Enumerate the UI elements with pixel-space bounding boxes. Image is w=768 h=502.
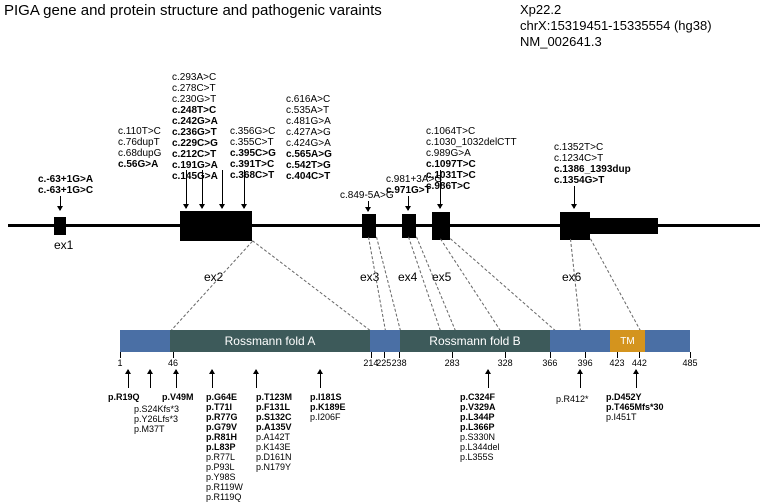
- protein-variant-list: p.I181Sp.K189Ep.I206F: [310, 392, 346, 422]
- protein-variant-list: p.S24Kfs*3p.Y26Lfs*3p.M37T: [134, 404, 179, 434]
- aa-tick-label: 442: [632, 358, 647, 368]
- exon-label: ex1: [54, 238, 73, 252]
- variant-arrow: [222, 170, 223, 208]
- projection-line: [449, 238, 555, 331]
- aa-tick-label: 423: [609, 358, 624, 368]
- protein-arrow: [256, 370, 257, 388]
- cdna-variant-list: c.616A>Cc.535A>Tc.481G>Ac.427A>Gc.424G>A…: [286, 94, 332, 182]
- aa-tick-label: 366: [542, 358, 557, 368]
- protein-arrow: [580, 370, 581, 388]
- cdna-variant-list: c.356G>Cc.355C>Tc.395C>Gc.391T>Cc.368C>T: [230, 126, 276, 181]
- exon-ex6b: [590, 218, 658, 234]
- projection-line: [589, 239, 641, 332]
- aa-tick-label: 485: [682, 358, 697, 368]
- variant-arrow: [408, 196, 409, 210]
- protein-variant-list: p.V49M: [162, 392, 194, 402]
- protein-track: Rossmann fold A Rossmann fold B TM: [120, 330, 690, 352]
- cdna-variant-list: c.-63+1G>Ac.-63+1G>C: [38, 174, 93, 196]
- variant-arrow: [574, 186, 575, 208]
- protein-arrow: [128, 370, 129, 388]
- aa-tick-label: 46: [168, 358, 178, 368]
- protein-arrow: [212, 370, 213, 388]
- protein-arrow: [636, 370, 637, 388]
- protein-variant-list: p.R412*: [556, 394, 589, 404]
- protein-arrow: [320, 370, 321, 388]
- exon-ex1: [54, 217, 66, 235]
- variant-arrow: [244, 170, 245, 208]
- cdna-variant-list: c.293A>Cc.278C>Tc.230G>Tc.248T>Cc.242G>A…: [172, 72, 218, 182]
- aa-tick-label: 238: [392, 358, 407, 368]
- cdna-variant-list: c.110T>Cc.76dupTc.68dupGc.56G>A: [118, 126, 161, 170]
- exon-ex3: [362, 214, 376, 238]
- tm-domain: TM: [610, 330, 645, 352]
- protein-arrow: [176, 370, 177, 388]
- aa-tick-label: 283: [445, 358, 460, 368]
- locus-meta: Xp22.2 chrX:15319451-15335554 (hg38) NM_…: [520, 2, 712, 50]
- exon-label: ex4: [398, 270, 417, 284]
- aa-tick-label: 225: [376, 358, 391, 368]
- exon-ex6: [560, 212, 590, 240]
- projection-line: [251, 240, 370, 332]
- rossmann-a-domain: Rossmann fold A: [170, 330, 370, 352]
- exon-ex2: [180, 211, 252, 241]
- rossmann-b-domain: Rossmann fold B: [400, 330, 550, 352]
- protein-arrow: [488, 370, 489, 388]
- protein-variant-list: p.T123Mp.F131Lp.S132Cp.A135Vp.A142Tp.K14…: [256, 392, 292, 472]
- aa-tick-label: 328: [498, 358, 513, 368]
- cdna-variant-list: c.1064T>Cc.1030_1032delCTTc.989G>Ac.1097…: [426, 126, 517, 192]
- exon-ex5: [432, 212, 450, 240]
- protein-arrow: [150, 370, 151, 388]
- protein-variant-list: p.R19Q: [108, 392, 140, 402]
- page-title: PIGA gene and protein structure and path…: [4, 2, 382, 19]
- protein-variant-list: p.C324Fp.V329Ap.L344Pp.L366Pp.S330Np.L34…: [460, 392, 500, 462]
- projection-line: [569, 239, 581, 331]
- protein-variant-list: p.G64Ep.T71Ip.R77Gp.G79Vp.R81Hp.L83Pp.R7…: [206, 392, 243, 502]
- cdna-variant-list: c.1352T>Cc.1234C>Tc.1386_1393dupc.1354G>…: [554, 142, 631, 186]
- protein-variant-list: p.D452Yp.T465Mfs*30p.I451T: [606, 392, 664, 422]
- aa-tick-label: 1: [117, 358, 122, 368]
- variant-arrow: [60, 196, 61, 210]
- exon-ex4: [402, 214, 416, 238]
- aa-tick-label: 396: [578, 358, 593, 368]
- variant-arrow: [368, 201, 369, 211]
- projection-line: [169, 240, 252, 331]
